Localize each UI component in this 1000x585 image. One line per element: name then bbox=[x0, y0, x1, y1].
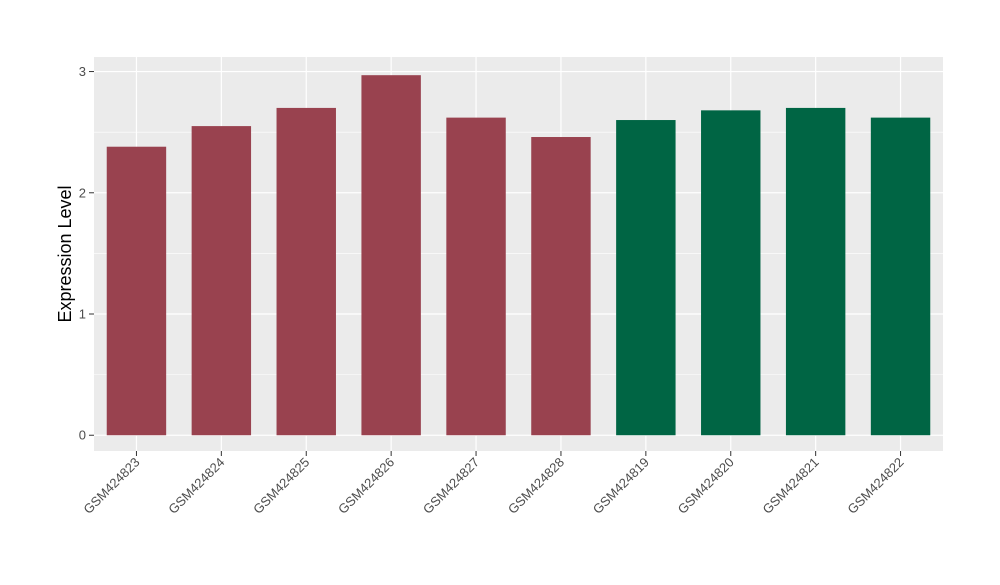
x-tick-label: GSM424822 bbox=[844, 455, 906, 517]
bar-GSM424826 bbox=[361, 75, 421, 436]
bar-GSM424828 bbox=[531, 137, 591, 436]
y-axis: 0 1 2 3 bbox=[79, 64, 94, 443]
bar-GSM424827 bbox=[446, 117, 506, 436]
x-tick-label: GSM424827 bbox=[420, 455, 482, 517]
bar-GSM424821 bbox=[785, 107, 846, 436]
y-tick-label: 2 bbox=[79, 185, 86, 200]
bar-GSM424824 bbox=[191, 126, 252, 436]
x-tick-label: GSM424819 bbox=[590, 455, 652, 517]
x-tick-label: GSM424825 bbox=[250, 455, 312, 517]
y-axis-title: Expression Level bbox=[55, 185, 75, 322]
y-tick-label: 1 bbox=[79, 307, 86, 322]
bar-GSM424825 bbox=[276, 107, 336, 436]
x-tick-label: GSM424826 bbox=[335, 455, 397, 517]
bar-GSM424822 bbox=[870, 117, 931, 436]
y-tick-label: 3 bbox=[79, 64, 86, 79]
y-tick-label: 0 bbox=[79, 428, 86, 443]
x-tick-label: GSM424821 bbox=[760, 455, 822, 517]
x-tick-label: GSM424828 bbox=[505, 455, 567, 517]
x-axis: GSM424823 GSM424824 GSM424825 GSM424826 GSM4… bbox=[80, 451, 907, 517]
bar-GSM424820 bbox=[701, 110, 761, 436]
x-tick-label: GSM424824 bbox=[165, 455, 227, 517]
bar-GSM424819 bbox=[616, 120, 676, 436]
x-tick-label: GSM424823 bbox=[80, 455, 142, 517]
bar-GSM424823 bbox=[106, 146, 167, 436]
bars-group bbox=[106, 75, 931, 436]
x-tick-label: GSM424820 bbox=[675, 455, 737, 517]
